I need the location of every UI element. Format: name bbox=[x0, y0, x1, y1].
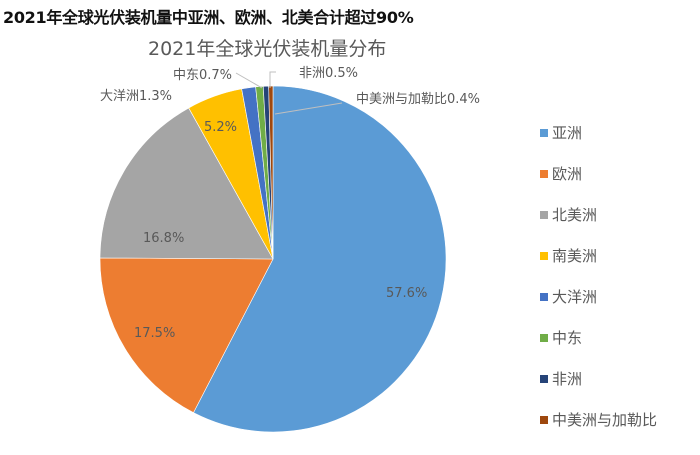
legend-label: 大洋洲 bbox=[552, 288, 598, 306]
legend-label: 中美洲与加勒比 bbox=[552, 411, 658, 429]
legend: 亚洲 欧洲 北美洲 南美洲 大洋洲 中东 非洲 中美洲与加勒比 bbox=[540, 112, 657, 440]
leader-line-caribbean bbox=[274, 102, 343, 115]
data-label-oceania: 大洋洲1.3% bbox=[100, 89, 172, 104]
data-label-middle-east: 中东0.7% bbox=[173, 68, 232, 83]
legend-swatch-icon bbox=[540, 128, 548, 137]
legend-item-africa: 非洲 bbox=[540, 358, 657, 399]
legend-item-oceania: 大洋洲 bbox=[540, 276, 657, 317]
leader-lines bbox=[235, 71, 343, 115]
legend-swatch-icon bbox=[540, 374, 548, 383]
chart-title: 2021年全球光伏装机量分布 bbox=[148, 38, 387, 60]
legend-item-south-america: 南美洲 bbox=[540, 235, 657, 276]
pie-slice-central-america-caribbean bbox=[268, 85, 274, 260]
data-label-south-america: 5.2% bbox=[204, 120, 237, 135]
legend-item-middle-east: 中东 bbox=[540, 317, 657, 358]
data-label-asia: 57.6% bbox=[386, 286, 427, 301]
pie-slice-asia bbox=[193, 85, 447, 433]
legend-label: 北美洲 bbox=[552, 206, 598, 224]
legend-swatch-icon bbox=[540, 333, 548, 342]
legend-label: 亚洲 bbox=[552, 124, 583, 142]
pie-slice-north-america bbox=[99, 107, 274, 260]
legend-item-north-america: 北美洲 bbox=[540, 194, 657, 235]
legend-label: 非洲 bbox=[552, 370, 583, 388]
data-label-caribbean: 中美洲与加勒比0.4% bbox=[356, 92, 480, 107]
legend-item-asia: 亚洲 bbox=[540, 112, 657, 153]
legend-item-europe: 欧洲 bbox=[540, 153, 657, 194]
legend-swatch-icon bbox=[540, 292, 548, 301]
data-label-north-america: 16.8% bbox=[143, 231, 184, 246]
legend-label: 中东 bbox=[552, 329, 583, 347]
legend-swatch-icon bbox=[540, 415, 548, 424]
leader-line-middle-east bbox=[235, 72, 263, 89]
pie-slice-europe bbox=[99, 257, 274, 414]
headline: 2021年全球光伏装机量中亚洲、欧洲、北美合计超过90% bbox=[3, 8, 414, 27]
legend-swatch-icon bbox=[540, 210, 548, 219]
legend-label: 南美洲 bbox=[552, 247, 598, 265]
legend-swatch-icon bbox=[540, 169, 548, 178]
leader-line-africa bbox=[269, 71, 276, 88]
legend-swatch-icon bbox=[540, 251, 548, 260]
data-label-africa: 非洲0.5% bbox=[299, 66, 358, 81]
pie-slices bbox=[99, 85, 447, 433]
data-label-europe: 17.5% bbox=[134, 326, 175, 341]
legend-item-central-america-caribbean: 中美洲与加勒比 bbox=[540, 399, 657, 440]
legend-label: 欧洲 bbox=[552, 165, 583, 183]
data-labels: 57.6% 17.5% 16.8% 5.2% 大洋洲1.3% 中东0.7% 非洲… bbox=[100, 66, 480, 341]
